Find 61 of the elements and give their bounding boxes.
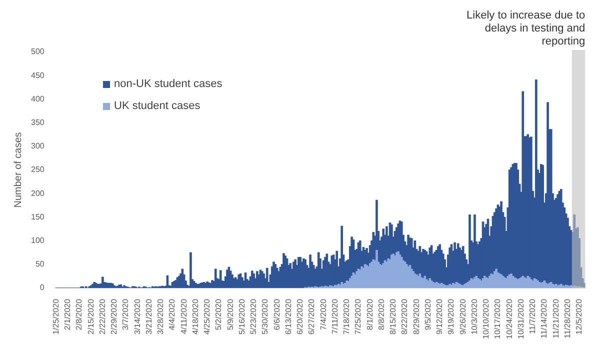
x-tick-label: 8/22/2020	[400, 298, 410, 335]
x-tick-label: 11/7/2020	[528, 298, 538, 334]
x-tick-label: 10/17/2020	[493, 298, 502, 340]
x-tick-label: 7/18/2020	[342, 298, 352, 335]
x-tick-label: 2/15/2020	[86, 298, 96, 335]
x-tick-label: 8/15/2020	[388, 298, 398, 335]
x-tick-label: 4/11/2020	[179, 298, 188, 334]
x-tick-label: 10/3/2020	[470, 298, 479, 335]
x-tick-label: 6/27/2020	[307, 298, 316, 335]
x-tick-label: 9/12/2020	[435, 298, 444, 335]
x-tick-label: 10/31/2020	[516, 298, 526, 340]
y-tick-label: 400	[30, 94, 45, 104]
x-tick-label: 10/10/2020	[482, 298, 491, 340]
x-tick-label: 8/29/2020	[412, 298, 421, 335]
legend-label: non-UK student cases	[114, 78, 222, 90]
y-tick-label: 100	[30, 236, 45, 245]
x-tick-label: 9/19/2020	[446, 298, 456, 335]
x-tick-label: 5/30/2020	[260, 298, 270, 335]
y-tick-label: 350	[30, 118, 45, 127]
y-tick-label: 300	[30, 142, 45, 151]
y-tick-label: 0	[40, 283, 45, 292]
x-tick-label: 11/21/2020	[551, 298, 560, 338]
x-tick-label: 11/14/2020	[540, 298, 549, 338]
x-tick-label: 2/29/2020	[110, 298, 119, 335]
band-label: Likely to increase due to delays in testing and reporting	[466, 10, 586, 48]
x-tick-label: 7/11/2020	[330, 298, 340, 334]
x-tick-label: 5/2/2020	[214, 298, 224, 330]
y-tick-label: 150	[30, 212, 45, 222]
y-tick-label: 250	[30, 165, 45, 174]
x-tick-label: 9/5/2020	[423, 298, 432, 330]
x-tick-label: 4/25/2020	[202, 298, 212, 335]
x-tick-label: 2/1/2020	[63, 298, 72, 330]
legend-label: UK student cases	[114, 100, 200, 112]
x-tick-label: 3/14/2020	[132, 298, 142, 335]
x-tick-label: 5/9/2020	[226, 298, 235, 330]
x-tick-label: 4/18/2020	[190, 298, 200, 335]
x-tick-label: 4/4/2020	[168, 298, 177, 330]
y-tick-label: 500	[30, 47, 45, 56]
x-tick-label: 1/25/2020	[51, 298, 60, 335]
x-tick-label: 6/20/2020	[296, 298, 305, 335]
x-tick-label: 9/26/2020	[458, 298, 468, 335]
x-tick-label: 10/24/2020	[504, 298, 514, 340]
x-tick-label: 7/25/2020	[354, 298, 363, 335]
y-tick-label: 200	[30, 188, 45, 198]
x-tick-label: 8/1/2020	[365, 298, 374, 330]
x-tick-label: 2/22/2020	[98, 298, 107, 335]
y-axis-title: Number of cases	[12, 132, 24, 208]
y-tick-label: 50	[35, 260, 45, 269]
x-tick-label: 6/6/2020	[272, 298, 282, 330]
x-tick-label: 3/21/2020	[144, 298, 154, 335]
x-tick-label: 12/5/2020	[574, 298, 584, 335]
x-tick-label: 3/28/2020	[156, 298, 166, 335]
x-tick-label: 7/4/2020	[318, 298, 328, 330]
x-tick-label: 3/7/2020	[121, 298, 130, 330]
x-tick-label: 11/28/2020	[562, 298, 572, 338]
x-tick-label: 8/8/2020	[376, 298, 386, 330]
x-tick-label: 5/23/2020	[249, 298, 258, 335]
x-tick-label: 6/13/2020	[284, 298, 293, 335]
x-tick-label: 5/16/2020	[237, 298, 246, 335]
x-tick-label: 2/8/2020	[74, 298, 84, 330]
y-tick-label: 450	[30, 70, 45, 80]
